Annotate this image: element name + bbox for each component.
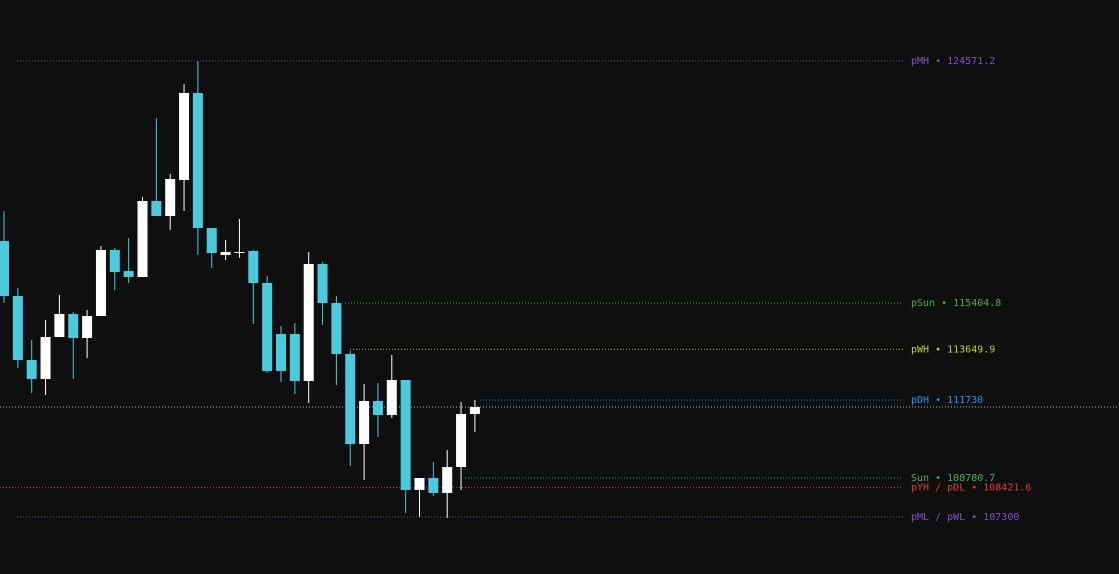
candle-body [234,252,245,254]
candle-body [456,414,467,467]
candle-body [123,271,134,278]
candle-body [82,316,93,338]
candle-body [289,334,300,382]
candle-body [192,93,203,229]
candle-body [262,283,273,371]
candle-body [137,200,148,278]
candle-body [95,249,106,317]
level-label: pSun • 115404.8 [911,298,1001,309]
candle-body [206,228,217,254]
candle-body [109,249,120,273]
candle-body [276,334,286,371]
candle-body [248,251,259,284]
candle-body [469,407,480,415]
candle-body [165,179,176,216]
candle-body [442,466,453,493]
candle-body [54,313,65,338]
candle-body [400,380,411,490]
candle-body [386,380,397,416]
level-label: pWH • 113649.9 [911,344,995,355]
candle-body [68,313,79,338]
candle-body [220,252,231,256]
level-label: pDH • 111730 [911,395,983,406]
level-label: pML / pWL • 107300 [911,512,1019,523]
candle-body [0,241,9,297]
candle-body [26,360,37,379]
candle-body [40,337,51,379]
candle-body [179,93,190,181]
candle-body [317,264,328,304]
candle-body [12,296,23,361]
candle-body [151,200,162,216]
candle-body [331,303,342,354]
candle-body [414,478,425,490]
level-label: pMH • 124571.2 [911,56,995,67]
candle-body [372,401,383,416]
candle-body [345,353,356,444]
candle-body [428,478,439,493]
candle-body [359,401,370,444]
candle-body [303,264,314,382]
level-label: Sun • 108780.7 [911,473,995,484]
level-label: pYH / pDL • 108421.6 [911,482,1031,493]
